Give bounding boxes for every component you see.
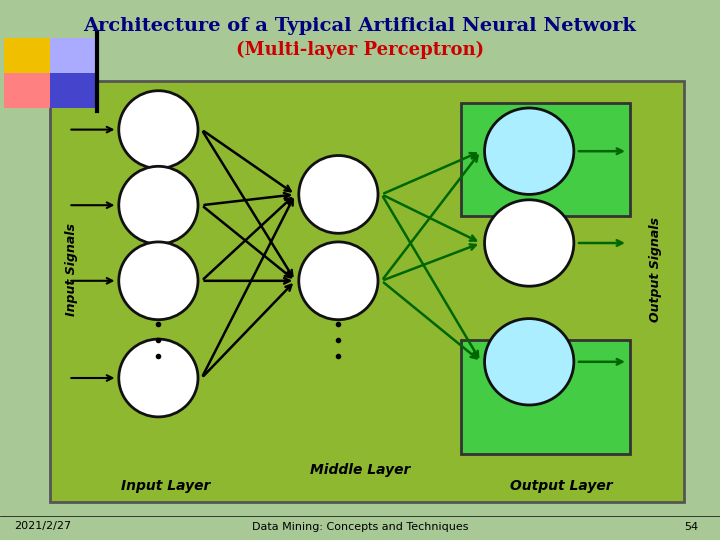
Text: Input Layer: Input Layer — [121, 479, 210, 493]
Ellipse shape — [485, 319, 574, 405]
Text: Middle Layer: Middle Layer — [310, 463, 410, 477]
Bar — [4, 73, 50, 108]
Ellipse shape — [119, 242, 198, 320]
Bar — [50, 81, 684, 502]
Text: Data Mining: Concepts and Techniques: Data Mining: Concepts and Techniques — [252, 522, 468, 531]
Bar — [461, 103, 630, 216]
Ellipse shape — [485, 200, 574, 286]
Bar — [461, 340, 630, 454]
Bar — [50, 38, 97, 73]
Text: Output Layer: Output Layer — [510, 479, 613, 493]
Text: Output Signals: Output Signals — [649, 218, 662, 322]
Text: (Multi-layer Perceptron): (Multi-layer Perceptron) — [236, 41, 484, 59]
Ellipse shape — [299, 156, 378, 233]
Text: Architecture of a Typical Artificial Neural Network: Architecture of a Typical Artificial Neu… — [84, 17, 636, 35]
Text: Input Signals: Input Signals — [66, 224, 78, 316]
Text: 2021/2/27: 2021/2/27 — [14, 522, 71, 531]
Ellipse shape — [119, 166, 198, 244]
Text: 54: 54 — [684, 522, 698, 531]
Ellipse shape — [119, 339, 198, 417]
Ellipse shape — [119, 91, 198, 168]
Ellipse shape — [299, 242, 378, 320]
Bar — [50, 73, 97, 108]
Bar — [4, 38, 50, 73]
Ellipse shape — [485, 108, 574, 194]
